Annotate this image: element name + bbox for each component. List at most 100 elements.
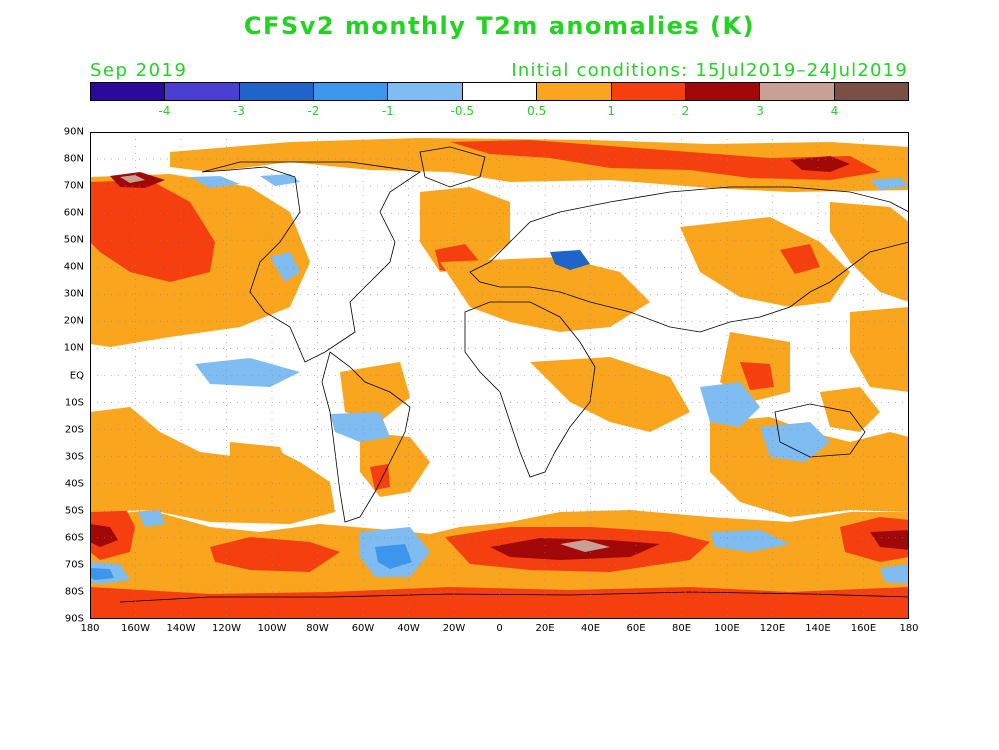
latitude-tick-label: 50N <box>63 234 84 246</box>
legend-tick-label: -3 <box>232 104 245 118</box>
color-legend-labels: -4 -3 -2 -1 -0.5 0.5 1 2 3 4 <box>90 104 909 120</box>
warm-anomaly-area <box>820 387 880 432</box>
initial-conditions: Initial conditions: 15Jul2019–24Jul2019 <box>511 60 908 81</box>
latitude-tick-label: 50S <box>64 505 84 517</box>
cold-anomaly-area <box>550 250 590 270</box>
legend-tick-label: 4 <box>830 104 839 118</box>
coastline <box>774 403 866 458</box>
warm-anomaly-area <box>450 140 880 180</box>
warm-anomaly-area <box>850 307 909 392</box>
longitude-tick-label: 160E <box>850 623 877 634</box>
warm-anomaly-area <box>840 517 909 562</box>
coastline <box>419 146 486 188</box>
cold-anomaly-area <box>190 176 240 188</box>
longitude-tick-label: 20W <box>442 623 466 634</box>
latitude-tick-label: 20S <box>64 424 84 436</box>
legend-tick-label: -4 <box>158 104 171 118</box>
forecast-month: Sep 2019 <box>90 60 188 81</box>
longitude-tick-label: 60E <box>626 623 646 634</box>
legend-swatch <box>760 83 835 100</box>
coastline <box>464 301 596 478</box>
coastline <box>201 161 422 363</box>
warm-anomaly-area <box>170 138 909 192</box>
legend-tick-label: -1 <box>381 104 394 118</box>
legend-tick-label: -0.5 <box>450 104 474 118</box>
latitude-tick-label: 70N <box>63 180 84 192</box>
legend-swatch <box>611 83 686 100</box>
longitude-tick-label: 80W <box>306 623 329 634</box>
longitude-tick-label: 100E <box>714 623 740 634</box>
legend-swatch <box>91 83 166 100</box>
cold-anomaly-area <box>138 510 165 527</box>
latitude-tick-label: 60N <box>63 207 84 219</box>
warm-anomaly-area <box>90 587 909 619</box>
latitude-tick-label: 10N <box>63 342 84 354</box>
longitude-tick-label: 40W <box>397 623 420 634</box>
coastline <box>469 186 909 333</box>
warm-anomaly-area <box>490 538 660 560</box>
longitude-tick-label: 40E <box>580 623 601 634</box>
legend-swatch <box>537 83 612 100</box>
cold-anomaly-area <box>90 568 114 580</box>
longitude-tick-label: 140W <box>166 623 196 634</box>
cold-anomaly-fields <box>90 174 909 584</box>
legend-swatch <box>834 83 908 100</box>
legend-swatch <box>314 83 389 100</box>
latitude-tick-label: 90N <box>63 126 84 138</box>
coastlines <box>119 146 909 603</box>
warm-anomaly-area <box>680 217 850 307</box>
cold-anomaly-area <box>880 564 909 584</box>
warm-anomaly-area <box>90 524 118 547</box>
map-canvas <box>90 132 909 619</box>
warm-anomaly-area <box>780 244 820 274</box>
longitude-tick-label: 160W <box>121 623 150 634</box>
longitude-tick-label: 80E <box>671 623 692 634</box>
latitude-tick-label: 20N <box>63 315 84 327</box>
warm-anomaly-area <box>230 442 290 492</box>
warm-anomaly-area <box>790 156 850 172</box>
longitude-tick-label: 140E <box>805 623 831 634</box>
warm-anomaly-area <box>90 180 215 282</box>
cold-anomaly-area <box>760 422 830 462</box>
warm-anomaly-area <box>870 530 909 550</box>
cold-anomaly-area <box>260 174 300 186</box>
coastline <box>321 351 411 523</box>
longitude-tick-label: 180 <box>899 623 919 634</box>
map-frame <box>90 132 909 619</box>
longitude-tick-label: 20E <box>535 623 555 634</box>
anomaly-fields <box>90 138 909 619</box>
color-legend-bar <box>90 82 909 101</box>
cold-anomaly-area <box>700 382 760 427</box>
latitude-tick-label: 80S <box>64 586 84 598</box>
cold-anomaly-area <box>330 412 390 442</box>
longitude-tick-label: 60W <box>351 623 375 634</box>
cold-anomaly-area <box>375 544 412 569</box>
anomaly-map <box>90 132 909 619</box>
warm-anomaly-area <box>210 537 340 572</box>
longitude-tick-label: 0 <box>496 623 503 634</box>
latitude-tick-label: 40S <box>64 478 84 490</box>
longitude-tick-label: 180 <box>80 623 100 634</box>
warm-anomaly-area <box>90 407 335 524</box>
warm-anomaly-area <box>560 540 610 552</box>
latitude-tick-label: 70S <box>64 559 84 571</box>
legend-swatch <box>462 83 538 100</box>
legend-tick-label: 2 <box>681 104 690 118</box>
warm-anomaly-area <box>120 175 145 183</box>
cold-anomaly-area <box>710 530 790 552</box>
legend-tick-label: -2 <box>307 104 320 118</box>
latitude-tick-label: EQ <box>69 370 84 381</box>
legend-swatch <box>165 83 240 100</box>
longitude-tick-label: 120W <box>212 623 241 634</box>
longitude-tick-label: 120E <box>759 623 786 634</box>
legend-swatch <box>239 83 315 100</box>
latitude-tick-label: 80N <box>63 153 84 165</box>
cold-anomaly-area <box>870 178 909 190</box>
latitude-tick-label: 30N <box>63 288 84 300</box>
latitude-tick-label: 60S <box>64 532 84 544</box>
legend-tick-label: 1 <box>607 104 615 118</box>
warm-anomaly-area <box>340 362 410 422</box>
legend-tick-label: 0.5 <box>527 104 547 118</box>
latitude-tick-label: 90S <box>64 613 84 625</box>
longitude-tick-label: 100W <box>257 623 287 634</box>
